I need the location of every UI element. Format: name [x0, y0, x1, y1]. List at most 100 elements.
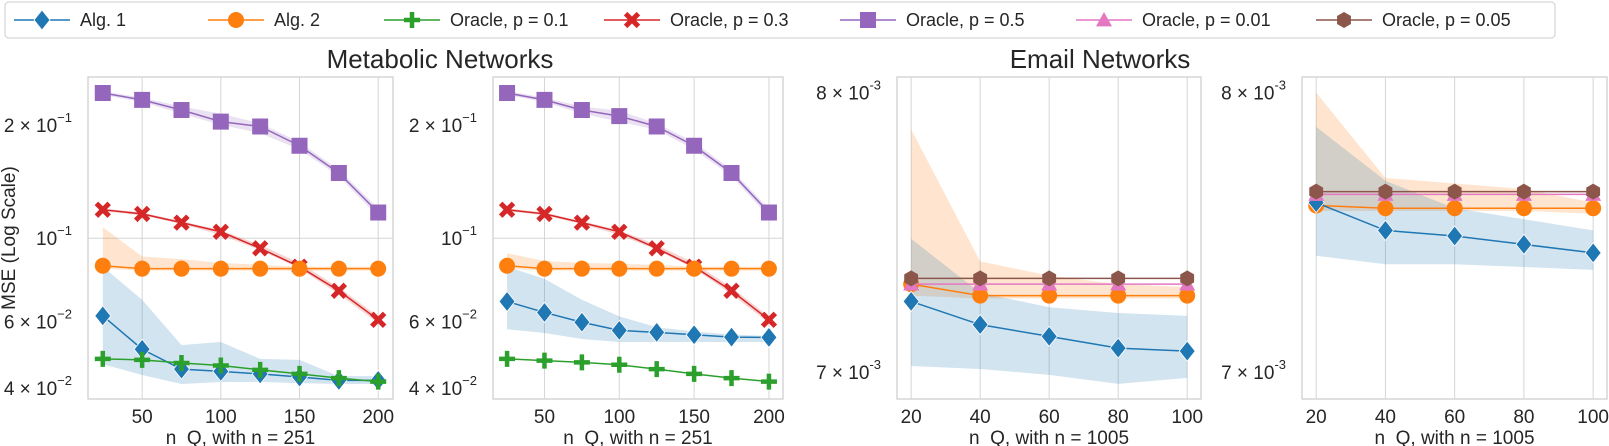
data-point: [1042, 270, 1057, 287]
y-tick-mantissa: 8 × 10: [1221, 84, 1274, 105]
data-point: [370, 311, 387, 328]
data-point: [648, 321, 666, 344]
legend-label: Oracle, p = 0.5: [906, 10, 1025, 30]
data-point: [1447, 183, 1462, 200]
data-point: [212, 357, 229, 374]
y-tick-label: 4 × 10−2: [409, 373, 477, 400]
y-tick-label: 8 × 10-3: [1221, 78, 1286, 105]
y-tick-mantissa: 4 × 10: [409, 379, 462, 400]
y-tick-label: 10−1: [441, 223, 477, 250]
y-tick-exponent: -3: [1274, 357, 1286, 372]
y-tick-label: 6 × 10−2: [4, 307, 72, 334]
y-tick-exponent: −1: [462, 223, 477, 238]
y-tick-label: 8 × 10-3: [816, 78, 881, 105]
x-tick-label: 100: [1171, 407, 1203, 428]
legend-item-alg-1: Alg. 1: [14, 9, 126, 31]
data-point: [536, 205, 553, 223]
data-point: [134, 91, 151, 108]
legend-item-oracle-p-0-05: Oracle, p = 0.05: [1316, 10, 1511, 30]
data-point: [1586, 183, 1601, 200]
x-tick-label: 150: [678, 407, 710, 428]
y-tick-exponent: −1: [462, 110, 477, 125]
data-point: [370, 373, 387, 390]
series-oracle-p-0-1: [94, 350, 387, 390]
series-alg-1: [902, 290, 1196, 362]
data-point: [330, 370, 347, 387]
confidence-band-alg-2: [507, 253, 769, 271]
y-tick-label: 6 × 10−2: [409, 307, 477, 334]
x-tick-label: 80: [1513, 407, 1534, 428]
data-point: [173, 214, 190, 231]
y-tick-mantissa: 6 × 10: [409, 313, 462, 334]
data-point: [1040, 325, 1058, 348]
y-tick-mantissa: 2 × 10: [4, 116, 57, 137]
data-point: [291, 137, 308, 154]
data-point: [610, 319, 628, 342]
series-oracle-p-0-05: [1309, 183, 1601, 200]
x-tick-label: 40: [1375, 407, 1396, 428]
y-tick-mantissa: 7 × 10: [816, 363, 869, 384]
data-point: [648, 118, 665, 135]
data-point: [252, 118, 269, 135]
x-axis-label: n_Q, with n = 1005: [1374, 428, 1534, 446]
data-point: [94, 201, 111, 218]
data-point: [760, 326, 778, 349]
data-point: [94, 350, 111, 367]
data-point: [760, 373, 777, 390]
data-point: [291, 260, 308, 277]
data-point: [573, 311, 591, 333]
data-point: [1309, 183, 1324, 200]
y-tick-exponent: −1: [57, 223, 72, 238]
data-point: [1515, 233, 1533, 256]
legend-item-oracle-p-0-5: Oracle, p = 0.5: [840, 10, 1025, 30]
data-point: [1584, 242, 1602, 264]
y-tick-exponent: -3: [1274, 78, 1286, 93]
data-point: [1110, 287, 1127, 304]
data-point: [94, 85, 111, 102]
x-tick-label: 20: [901, 407, 922, 428]
x-tick-label: 80: [1108, 407, 1129, 428]
x-tick-label: 50: [534, 407, 555, 428]
data-point: [1378, 183, 1393, 200]
series-alg-2: [94, 257, 387, 277]
data-point: [1111, 270, 1126, 287]
data-point: [252, 361, 269, 378]
y-tick-mantissa: 7 × 10: [1221, 363, 1274, 384]
data-point: [573, 354, 590, 371]
confidence-band-alg-2: [102, 227, 379, 271]
y-tick-label: 2 × 10−1: [4, 110, 72, 137]
data-point: [94, 257, 111, 274]
y-tick-label: 7 × 10-3: [1221, 357, 1286, 384]
data-point: [330, 164, 347, 181]
data-point: [611, 260, 628, 277]
data-point: [498, 290, 516, 313]
x-axis-label: n_Q, with n = 1005: [969, 428, 1129, 446]
data-point: [370, 260, 387, 277]
legend-item-oracle-p-0-3: Oracle, p = 0.3: [604, 10, 789, 30]
data-point: [173, 102, 190, 119]
y-tick-exponent: -3: [869, 78, 881, 93]
y-tick-exponent: −1: [57, 110, 72, 125]
confidence-band-alg-2: [1316, 92, 1594, 214]
legend-item-oracle-p-0-01: Oracle, p = 0.01: [1076, 10, 1271, 30]
data-point: [1516, 183, 1531, 200]
y-tick-mantissa: 4 × 10: [4, 379, 57, 400]
x-axis-label: n_Q, with n = 251: [563, 428, 712, 446]
y-tick-mantissa: 2 × 10: [409, 116, 462, 137]
legend-label: Oracle, p = 0.01: [1142, 10, 1271, 30]
data-point: [723, 282, 740, 299]
data-point: [252, 240, 269, 257]
data-point: [1376, 219, 1394, 242]
data-point: [173, 260, 190, 277]
data-point: [971, 314, 989, 336]
data-point: [212, 113, 229, 130]
data-point: [134, 260, 151, 277]
data-point: [134, 351, 151, 368]
circle-icon: [228, 12, 244, 28]
square-icon: [860, 12, 876, 28]
data-point: [573, 102, 590, 119]
data-point: [535, 301, 553, 324]
data-point: [904, 270, 919, 287]
